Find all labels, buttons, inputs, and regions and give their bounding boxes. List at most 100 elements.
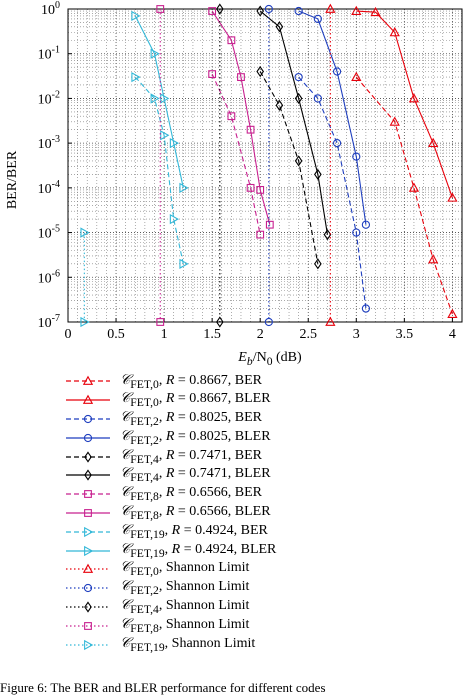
legend-label: 𝒞FET,2, Shannon Limit — [120, 579, 250, 598]
legend-symbol — [66, 526, 110, 537]
legend-code-subscript: FET,8 — [130, 508, 159, 522]
legend-label-text: = 0.4924, BER — [180, 522, 268, 538]
legend-label-text: = 0.7471, BER — [174, 447, 263, 463]
data-point — [351, 5, 362, 15]
series-10 — [325, 3, 336, 326]
x-axis-label-sub-b: b — [246, 354, 253, 368]
legend-label: 𝒞FET,4, R = 0.7471, BER — [120, 447, 263, 466]
data-point — [313, 14, 322, 24]
legend-label: 𝒞FET,0, R = 0.8667, BLER — [120, 391, 271, 410]
legend-marker — [82, 564, 94, 574]
legend-code-subscript: FET,0 — [130, 396, 159, 410]
x-axis-label-unit: (dB) — [272, 350, 302, 365]
legend-label: 𝒞FET,8, R = 0.6566, BLER — [120, 504, 271, 522]
legend-label: 𝒞FET,4, R = 0.7471, BLER — [120, 466, 271, 485]
legend-code-subscript: FET,4 — [130, 471, 159, 485]
data-point — [216, 3, 224, 15]
y-tick-label: 10-2 — [38, 89, 60, 107]
legend-code-subscript: FET,2 — [130, 584, 159, 598]
legend-symbol — [66, 601, 110, 613]
legend-code-symbol: 𝒞 — [120, 560, 131, 576]
legend-item: 𝒞FET,0, R = 0.8667, BER — [62, 372, 462, 391]
legend-label-text: = 0.4924, BLER — [180, 541, 277, 557]
legend-code-subscript: FET,8 — [130, 490, 159, 504]
legend-code-subscript: FET,8 — [130, 621, 159, 635]
data-point — [216, 316, 224, 328]
y-tick-label: 10-1 — [38, 45, 60, 63]
legend-rate-symbol: R — [165, 410, 175, 426]
legend-label: 𝒞FET,8, Shannon Limit — [120, 616, 250, 635]
grid — [67, 8, 462, 323]
data-point — [256, 5, 265, 17]
legend-symbol — [66, 450, 110, 463]
legend-code-symbol: 𝒞 — [120, 428, 131, 444]
y-tick-label: 100 — [41, 0, 60, 18]
legend-symbol — [66, 433, 110, 442]
legend-code-symbol: 𝒞 — [120, 522, 131, 538]
legend-code-symbol: 𝒞 — [120, 635, 131, 651]
legend-symbol — [66, 490, 110, 499]
legend-rate-symbol: R — [165, 391, 175, 407]
legend-item: 𝒞FET,0, Shannon Limit — [62, 560, 462, 579]
legend-code-symbol: 𝒞 — [120, 504, 131, 520]
series-line — [298, 76, 367, 309]
legend-code-symbol: 𝒞 — [120, 466, 131, 482]
data-point — [323, 229, 332, 241]
legend-symbol — [66, 584, 110, 593]
series-line — [211, 10, 271, 225]
data-point — [256, 230, 265, 239]
data-point — [256, 185, 265, 194]
x-tick-label: 0 — [65, 327, 72, 342]
legend-code-subscript: FET,2 — [130, 433, 159, 447]
legend-marker — [84, 526, 94, 537]
legend-rate-symbol: R — [165, 485, 175, 501]
legend-symbol — [66, 621, 110, 630]
legend-marker — [84, 450, 92, 463]
data-point — [352, 228, 361, 237]
legend-rate-symbol: R — [165, 504, 175, 520]
data-point — [264, 317, 273, 327]
legend-label-text: = 0.6566, BER — [174, 485, 263, 501]
data-point — [246, 183, 255, 192]
series-line — [356, 10, 453, 198]
legend-marker — [83, 433, 93, 442]
legend-label: 𝒞FET,19, R = 0.4924, BER — [120, 522, 268, 541]
data-point — [325, 316, 336, 326]
legend-code-subscript: FET,2 — [130, 414, 159, 428]
series-8 — [131, 71, 189, 269]
data-point — [447, 192, 458, 202]
data-point — [80, 227, 90, 238]
series-12 — [216, 3, 224, 328]
legend-rate-symbol: R — [171, 522, 181, 538]
data-point — [265, 220, 274, 229]
data-point — [169, 138, 180, 149]
data-point — [246, 125, 255, 134]
series-14 — [80, 227, 90, 328]
data-point — [325, 3, 336, 13]
data-point — [294, 72, 303, 82]
legend-label: 𝒞FET,0, R = 0.8667, BER — [120, 372, 263, 391]
data-point — [275, 21, 284, 33]
x-axis-label-e: E — [238, 350, 247, 365]
legend-symbol — [66, 509, 110, 517]
data-point — [313, 94, 322, 103]
data-point — [131, 71, 141, 83]
data-point — [294, 92, 303, 105]
data-point — [361, 304, 371, 313]
series-1 — [351, 5, 458, 202]
y-tick-label: 10-6 — [38, 268, 60, 286]
data-point — [408, 182, 420, 192]
legend-marker — [84, 639, 94, 650]
legend-label-text: = 0.8667, BER — [174, 372, 263, 388]
data-point — [428, 254, 439, 264]
legend-code-subscript: FET,4 — [130, 452, 159, 466]
y-axis-label: BER/BER — [5, 150, 20, 210]
series-line — [134, 76, 184, 264]
legend-code-subscript: FET,4 — [130, 602, 159, 616]
data-point — [150, 93, 160, 104]
data-point — [294, 6, 303, 16]
data-point — [361, 220, 371, 229]
legend-label: 𝒞FET,2, R = 0.8025, BLER — [120, 428, 271, 447]
series-line — [259, 10, 329, 235]
legend-item: 𝒞FET,8, Shannon Limit — [62, 616, 462, 635]
